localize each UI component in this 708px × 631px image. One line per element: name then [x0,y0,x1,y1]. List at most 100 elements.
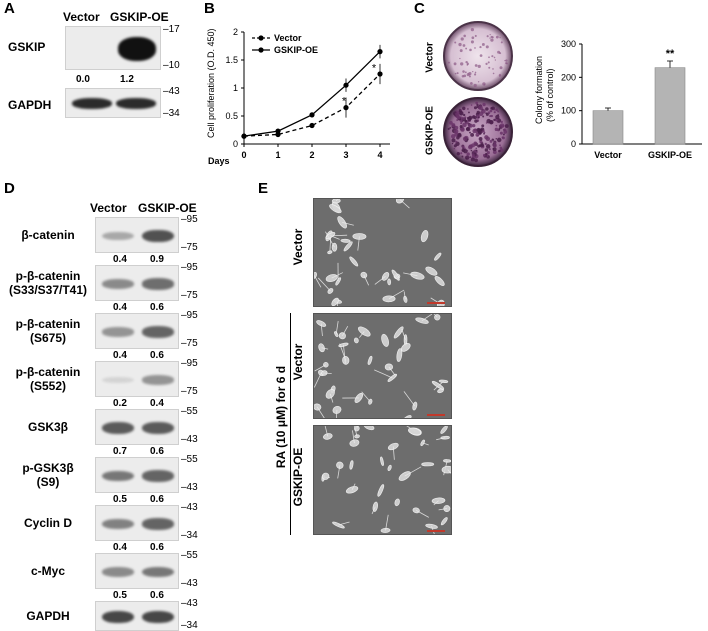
panel-d-marker: –75 [181,338,198,349]
panel-d-marker: –95 [181,262,198,273]
proliferation-point [241,134,246,139]
panel-a-marker-43: –43 [163,86,180,97]
panel-d-quant: 0.6 [150,590,164,601]
proliferation-ytick-label: 1.5 [225,55,238,65]
panel-d-quant: 0.4 [113,302,127,313]
colony-ytick-label: 300 [561,39,576,49]
colony-ylabel-line1: Colony formation [534,56,544,124]
colony-bar-1 [655,68,685,144]
panel-b-letter: B [204,0,215,17]
proliferation-ytick-label: 2 [233,27,238,37]
proliferation-ytick-label: 0 [233,139,238,149]
panel-c-dish-label-gskip: GSKIP-OE [425,103,436,159]
colony-dish-gskip [442,96,514,168]
panel-d-quant: 0.2 [113,398,127,409]
panel-d-marker: –43 [181,502,198,513]
proliferation-xtick-label: 4 [377,150,382,160]
panel-d-row-label: c-Myc [4,564,92,578]
proliferation-xlabel: Days [208,156,230,166]
panel-d-quant: 0.4 [150,398,164,409]
panel-a-row-gapdh: GAPDH [8,98,51,112]
panel-d-quant: 0.6 [150,446,164,457]
panel-a-gskip-blot [65,26,161,70]
panel-d-col-vector: Vector [90,201,127,215]
panel-d-col-gskip: GSKIP-OE [138,201,197,215]
panel-d-blot [95,457,179,493]
panel-e-treatment-label: RA (10 μM) for 6 d [274,352,288,482]
panel-d-blot [95,313,179,349]
panel-d-quant: 0.5 [113,494,127,505]
panel-a-row-gskip: GSKIP [8,40,45,54]
micrograph-vector-untreated [313,198,452,307]
panel-d-marker: –34 [181,530,198,541]
panel-d-quant: 0.4 [113,542,127,553]
panel-d-marker: –55 [181,550,198,561]
panel-d-marker: –55 [181,406,198,417]
proliferation-legend-marker [258,35,263,40]
proliferation-significance: * [372,62,377,74]
panel-a-quant-gskip: 1.2 [120,74,134,85]
panel-d-marker: –34 [181,620,198,631]
panel-d-marker: –75 [181,386,198,397]
colony-category-label-1: GSKIP-OE [648,150,692,160]
panel-a-col-gskip: GSKIP-OE [110,10,169,24]
proliferation-chart: Cell proliferation (O.D. 450) 00.511.52 … [200,20,400,170]
colony-ytick-label: 200 [561,72,576,82]
panel-d-row-label: p-β-catenin(S675) [4,317,92,345]
proliferation-point [309,123,314,128]
panel-d-row-label: GAPDH [4,609,92,623]
panel-d-blot [95,409,179,445]
panel-a-marker-10: –10 [163,60,180,71]
panel-e-lower-label-vector: Vector [291,334,305,390]
panel-d-quant: 0.6 [150,350,164,361]
panel-d-marker: –55 [181,454,198,465]
panel-d-blot [95,361,179,397]
panel-d-quant: 0.6 [150,494,164,505]
panel-a-col-vector: Vector [63,10,100,24]
proliferation-xtick-label: 2 [309,150,314,160]
colony-ylabel-line2: (% of control) [545,68,555,122]
proliferation-ytick-label: 0.5 [225,111,238,121]
proliferation-ytick-label: 1 [233,83,238,93]
panel-a-marker-34: –34 [163,108,180,119]
panel-d-blot [95,553,179,589]
colony-formation-chart: Colony formation (% of control) 01002003… [520,20,706,170]
colony-bar-0 [593,111,623,144]
panel-d-blot [95,217,179,253]
proliferation-point [309,112,314,117]
panel-d-marker: –43 [181,434,198,445]
panel-a-marker-17: –17 [163,24,180,35]
panel-d-marker: –95 [181,214,198,225]
panel-d-marker: –43 [181,482,198,493]
panel-c-letter: C [414,0,425,17]
colony-category-label-0: Vector [594,150,622,160]
panel-c-dish-label-vector: Vector [425,38,436,78]
panel-d-marker: –75 [181,242,198,253]
proliferation-significance: * [342,95,347,107]
panel-d-marker: –95 [181,310,198,321]
colony-dish-vector [442,20,514,92]
panel-d-row-label: p-β-catenin(S33/S37/T41) [4,269,92,297]
proliferation-legend-marker [258,47,263,52]
proliferation-xtick-label: 0 [241,150,246,160]
panel-e-lower-label-gskip: GSKIP-OE [291,441,305,513]
proliferation-legend-1: GSKIP-OE [274,45,318,55]
micrograph-vector-ra [313,313,452,419]
panel-d-quant: 0.5 [113,590,127,601]
panel-d-marker: –95 [181,358,198,369]
panel-d-quant: 0.4 [113,350,127,361]
proliferation-ylabel: Cell proliferation (O.D. 450) [206,28,216,138]
panel-d-blot [95,601,179,631]
proliferation-point [275,129,280,134]
micrograph-gskip-ra [313,425,452,535]
proliferation-legend-0: Vector [274,33,302,43]
panel-e-letter: E [258,180,268,197]
panel-d-quant: 0.4 [113,254,127,265]
panel-d-blot [95,505,179,541]
panel-d-row-label: p-GSK3β(S9) [4,461,92,489]
panel-d-quant: 0.6 [150,302,164,313]
panel-d-row-label: GSK3β [4,420,92,434]
proliferation-xtick-label: 3 [343,150,348,160]
colony-ytick-label: 0 [571,139,576,149]
panel-d-row-label: p-β-catenin(S552) [4,365,92,393]
